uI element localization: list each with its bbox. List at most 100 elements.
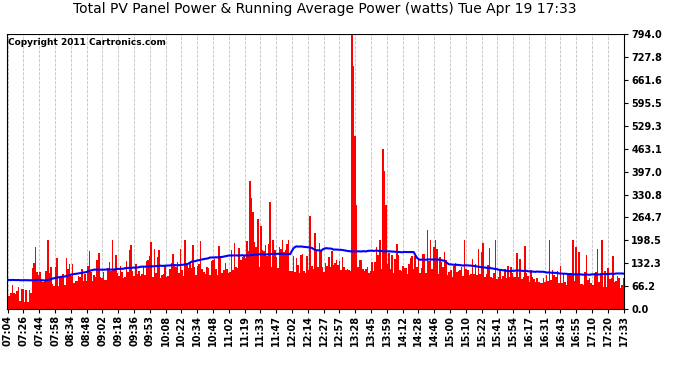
- Bar: [531, 270, 532, 309]
- Bar: [297, 265, 299, 309]
- Bar: [123, 278, 124, 309]
- Bar: [243, 255, 245, 309]
- Bar: [492, 278, 493, 309]
- Bar: [157, 257, 158, 309]
- Bar: [322, 267, 324, 309]
- Bar: [419, 273, 421, 309]
- Bar: [359, 260, 360, 309]
- Bar: [67, 269, 69, 309]
- Bar: [184, 240, 186, 309]
- Bar: [143, 266, 144, 309]
- Bar: [351, 34, 353, 309]
- Bar: [526, 273, 527, 309]
- Bar: [334, 263, 336, 309]
- Bar: [382, 148, 384, 309]
- Bar: [551, 280, 552, 309]
- Bar: [330, 267, 331, 309]
- Bar: [124, 277, 126, 309]
- Bar: [169, 269, 170, 309]
- Bar: [215, 268, 217, 309]
- Bar: [305, 273, 306, 309]
- Bar: [265, 245, 266, 309]
- Bar: [52, 284, 53, 309]
- Bar: [457, 271, 460, 309]
- Bar: [572, 240, 573, 309]
- Bar: [557, 271, 558, 309]
- Bar: [299, 273, 300, 309]
- Bar: [306, 255, 308, 309]
- Text: Copyright 2011 Cartronics.com: Copyright 2011 Cartronics.com: [8, 38, 166, 47]
- Bar: [558, 283, 560, 309]
- Bar: [356, 205, 357, 309]
- Bar: [246, 242, 248, 309]
- Bar: [138, 271, 139, 309]
- Bar: [350, 271, 351, 309]
- Bar: [22, 290, 24, 309]
- Bar: [450, 270, 451, 309]
- Bar: [425, 273, 427, 309]
- Bar: [24, 302, 26, 309]
- Bar: [549, 240, 551, 309]
- Bar: [219, 246, 220, 309]
- Bar: [139, 276, 141, 309]
- Bar: [597, 249, 598, 309]
- Bar: [251, 198, 253, 309]
- Bar: [109, 262, 110, 309]
- Bar: [177, 262, 178, 309]
- Bar: [7, 294, 8, 309]
- Bar: [436, 249, 437, 309]
- Bar: [328, 257, 330, 309]
- Bar: [317, 267, 319, 309]
- Bar: [324, 272, 325, 309]
- Bar: [445, 260, 447, 309]
- Bar: [553, 275, 555, 309]
- Bar: [348, 270, 350, 309]
- Bar: [411, 255, 413, 309]
- Bar: [304, 271, 305, 309]
- Bar: [587, 280, 589, 309]
- Bar: [535, 282, 536, 309]
- Bar: [527, 276, 529, 309]
- Bar: [404, 268, 405, 309]
- Bar: [589, 278, 591, 309]
- Bar: [408, 264, 410, 309]
- Bar: [260, 226, 262, 309]
- Bar: [339, 261, 340, 309]
- Bar: [174, 265, 175, 309]
- Bar: [268, 244, 269, 309]
- Bar: [253, 212, 254, 309]
- Bar: [512, 273, 513, 309]
- Bar: [316, 250, 317, 309]
- Bar: [148, 260, 149, 309]
- Bar: [401, 271, 402, 309]
- Bar: [86, 281, 87, 309]
- Bar: [72, 264, 73, 309]
- Text: Total PV Panel Power & Running Average Power (watts) Tue Apr 19 17:33: Total PV Panel Power & Running Average P…: [72, 2, 576, 16]
- Bar: [613, 282, 615, 309]
- Bar: [83, 281, 84, 309]
- Bar: [280, 249, 282, 309]
- Bar: [119, 266, 121, 309]
- Bar: [437, 274, 440, 309]
- Bar: [433, 247, 435, 309]
- Bar: [601, 240, 603, 309]
- Bar: [302, 254, 304, 309]
- Bar: [155, 273, 157, 309]
- Bar: [201, 269, 203, 309]
- Bar: [567, 273, 569, 309]
- Bar: [462, 276, 464, 309]
- Bar: [234, 243, 235, 309]
- Bar: [506, 278, 507, 309]
- Bar: [175, 267, 177, 309]
- Bar: [209, 275, 210, 309]
- Bar: [435, 240, 436, 309]
- Bar: [471, 259, 473, 309]
- Bar: [496, 279, 498, 309]
- Bar: [476, 274, 477, 309]
- Bar: [58, 285, 59, 309]
- Bar: [365, 270, 366, 309]
- Bar: [569, 273, 571, 309]
- Bar: [39, 272, 41, 309]
- Bar: [482, 243, 484, 309]
- Bar: [112, 240, 113, 309]
